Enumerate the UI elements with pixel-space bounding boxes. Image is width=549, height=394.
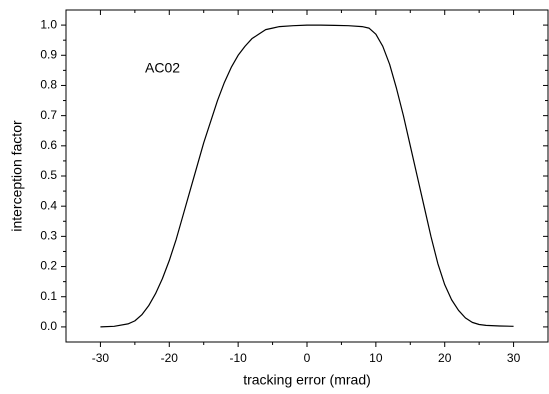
x-tick-label: 0 — [304, 351, 311, 365]
x-tick-label: -20 — [161, 351, 179, 365]
y-tick-label: 0.9 — [40, 47, 57, 61]
y-tick-label: 0.7 — [40, 108, 57, 122]
y-tick-label: 0.5 — [40, 168, 57, 182]
annotation: AC02 — [145, 60, 180, 76]
y-tick-label: 0.2 — [40, 259, 57, 273]
x-axis-label: tracking error (mrad) — [243, 372, 371, 388]
y-tick-label: 0.3 — [40, 229, 57, 243]
x-tick-label: 10 — [369, 351, 383, 365]
x-tick-label: -30 — [92, 351, 110, 365]
x-tick-label: 30 — [507, 351, 521, 365]
y-tick-label: 0.8 — [40, 78, 57, 92]
plot-frame — [65, 9, 549, 343]
x-tick-label: -10 — [229, 351, 247, 365]
y-tick-label: 0.6 — [40, 138, 57, 152]
y-axis-label: interception factor — [9, 120, 25, 232]
y-tick-label: 0.0 — [40, 319, 57, 333]
x-tick-label: 20 — [438, 351, 452, 365]
y-tick-label: 1.0 — [40, 17, 57, 31]
data-line — [100, 24, 514, 328]
y-tick-label: 0.1 — [40, 289, 57, 303]
y-tick-label: 0.4 — [40, 198, 57, 212]
